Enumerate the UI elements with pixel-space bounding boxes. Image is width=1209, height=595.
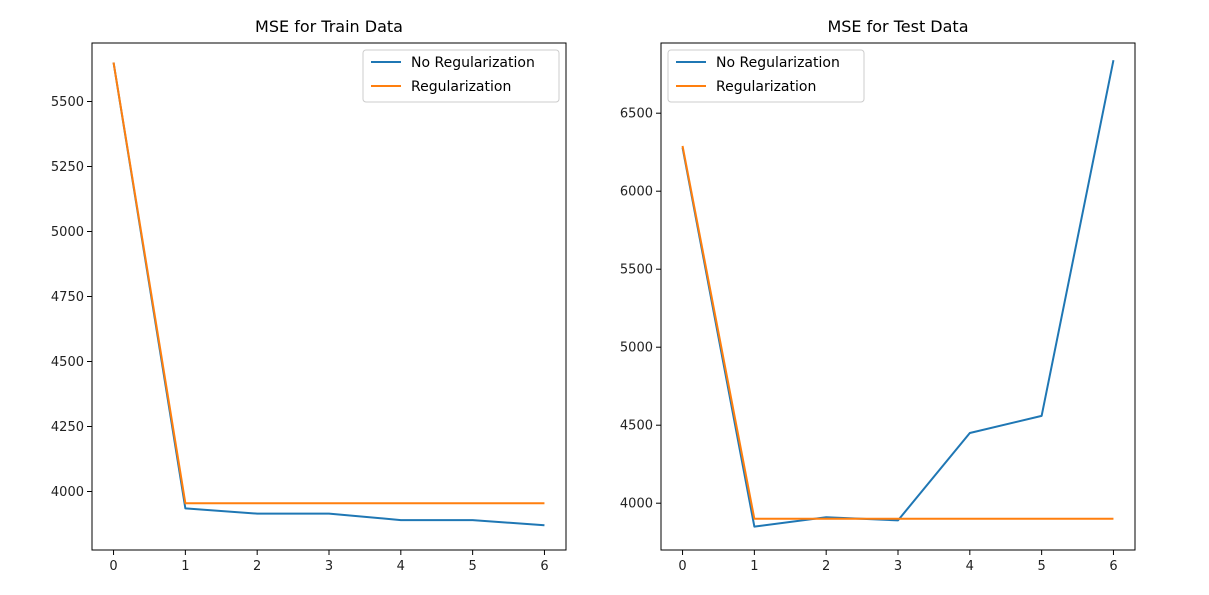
train-x-tick-label: 2 bbox=[253, 559, 261, 574]
train-y-tick-label: 5250 bbox=[51, 160, 84, 175]
train-y-tick-label: 4500 bbox=[51, 355, 84, 370]
test-x-tick-label: 5 bbox=[1037, 559, 1045, 574]
train-y-tick-label: 4750 bbox=[51, 290, 84, 305]
test-y-tick-label: 5500 bbox=[620, 263, 653, 278]
test-x-tick-label: 2 bbox=[822, 559, 830, 574]
train-x-tick-label: 3 bbox=[325, 559, 333, 574]
train-series-line-regularization bbox=[112, 62, 545, 505]
train-x-tick-label: 0 bbox=[109, 559, 117, 574]
train-x-tick-label: 4 bbox=[397, 559, 405, 574]
test-x-tick-label: 3 bbox=[894, 559, 902, 574]
test-chart-marks: 0 1 2 3 4 5 6 4000 4500 5000 5500 6000 6500 bbox=[620, 59, 1118, 574]
train-chart-marks: 0 1 2 3 4 5 6 4000 4250 4500 4750 5000 5250 5500 bbox=[51, 62, 549, 574]
test-chart: MSE for Test Data 0 1 2 3 4 5 6 4000 4500 5000 550… bbox=[620, 17, 1136, 574]
train-x-tick-label: 6 bbox=[540, 559, 548, 574]
test-legend-box bbox=[667, 49, 865, 103]
train-x-tick-label: 1 bbox=[181, 559, 189, 574]
train-legend-label-no-reg: No Regularization bbox=[411, 55, 535, 71]
train-legend-label-reg: Regularization bbox=[411, 79, 511, 95]
train-y-tick-label: 4250 bbox=[51, 420, 84, 435]
test-x-tick-label: 0 bbox=[678, 559, 686, 574]
test-legend-label-no-reg: No Regularization bbox=[716, 55, 840, 71]
test-y-tick-label: 4500 bbox=[620, 419, 653, 434]
train-plot-frame bbox=[91, 42, 567, 551]
test-legend: No Regularization Regularization bbox=[667, 49, 865, 103]
test-legend-label-reg: Regularization bbox=[716, 79, 816, 95]
test-y-tick-label: 6000 bbox=[620, 185, 653, 200]
test-series-line-no-regularization bbox=[681, 59, 1115, 528]
train-legend: No Regularization Regularization bbox=[362, 49, 560, 103]
test-x-tick-label: 4 bbox=[966, 559, 974, 574]
train-series-line-no-regularization bbox=[112, 62, 545, 527]
test-plot-frame bbox=[660, 42, 1136, 551]
train-chart: MSE for Train Data 0 1 2 3 4 5 6 4000 4250 4500 47… bbox=[51, 17, 567, 574]
test-series-line-regularization bbox=[681, 145, 1114, 520]
test-x-tick-label: 1 bbox=[750, 559, 758, 574]
test-x-tick-label: 6 bbox=[1109, 559, 1117, 574]
train-legend-box bbox=[362, 49, 560, 103]
train-y-tick-label: 4000 bbox=[51, 485, 84, 500]
train-chart-title: MSE for Train Data bbox=[255, 17, 403, 36]
train-x-tick-label: 5 bbox=[468, 559, 476, 574]
train-y-tick-label: 5500 bbox=[51, 95, 84, 110]
test-y-tick-label: 4000 bbox=[620, 497, 653, 512]
test-chart-title: MSE for Test Data bbox=[827, 17, 968, 36]
test-y-tick-label: 5000 bbox=[620, 341, 653, 356]
test-y-tick-label: 6500 bbox=[620, 107, 653, 122]
train-y-tick-label: 5000 bbox=[51, 225, 84, 240]
